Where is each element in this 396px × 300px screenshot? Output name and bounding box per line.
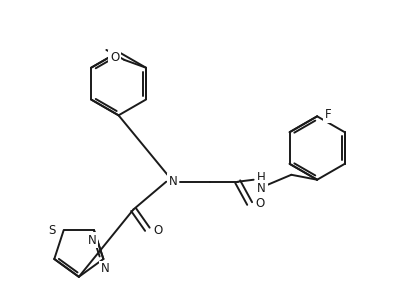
Text: N: N [169, 175, 177, 188]
Text: F: F [325, 108, 332, 121]
Text: N: N [88, 234, 96, 247]
Text: S: S [48, 224, 56, 237]
Text: O: O [110, 51, 119, 64]
Text: O: O [255, 197, 265, 210]
Text: N: N [101, 262, 110, 275]
Text: O: O [153, 224, 163, 237]
Text: H: H [257, 171, 266, 184]
Text: N: N [257, 182, 266, 195]
